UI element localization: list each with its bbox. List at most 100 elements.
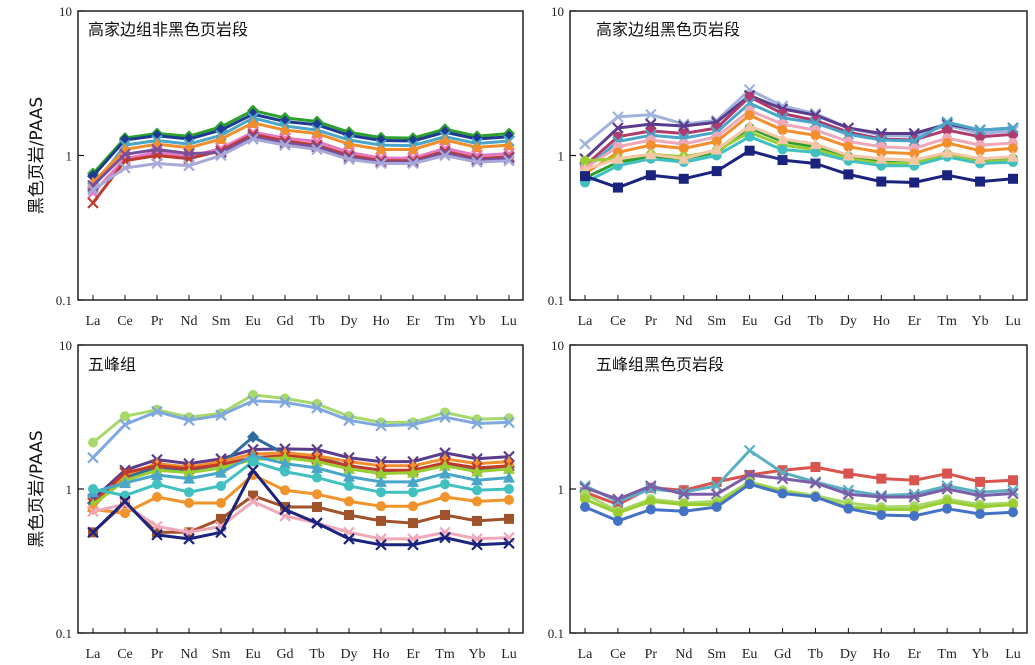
series-12	[87, 495, 515, 545]
data-point	[87, 451, 99, 464]
data-point	[407, 475, 419, 487]
data-point	[777, 125, 788, 136]
data-point	[612, 111, 624, 123]
data-point	[678, 173, 689, 184]
data-point	[280, 485, 290, 496]
x-tick-label: Eu	[245, 314, 261, 329]
data-point	[942, 468, 953, 479]
data-point	[439, 134, 451, 146]
data-point	[810, 130, 821, 141]
data-point	[375, 157, 387, 170]
data-point	[941, 146, 954, 158]
data-point	[711, 166, 722, 177]
data-point	[942, 496, 953, 507]
data-point	[119, 495, 131, 508]
x-tick-label: Er	[406, 647, 420, 662]
data-point	[503, 462, 515, 474]
data-point	[439, 459, 451, 471]
y-tick-label: 10	[59, 338, 72, 353]
data-point	[407, 143, 419, 155]
data-point	[777, 144, 788, 155]
data-point	[503, 537, 515, 550]
series-2	[87, 394, 515, 464]
data-point	[1008, 475, 1018, 486]
data-point	[842, 149, 855, 161]
data-point	[408, 487, 418, 498]
data-point	[87, 197, 99, 209]
data-point	[151, 143, 163, 156]
data-point	[678, 143, 689, 154]
data-point	[843, 141, 854, 152]
y-tick-label: 1	[66, 149, 73, 164]
data-point	[152, 491, 162, 502]
data-point	[119, 477, 131, 489]
data-point	[215, 526, 227, 539]
data-point	[407, 538, 419, 551]
data-point	[311, 455, 323, 467]
data-point	[975, 145, 986, 156]
x-tick-label: La	[86, 314, 102, 329]
data-point	[312, 501, 322, 512]
data-point	[247, 133, 259, 145]
data-point	[216, 513, 226, 524]
x-tick-label: Nd	[675, 314, 692, 329]
series-line	[91, 468, 510, 547]
data-point	[375, 419, 387, 432]
x-tick-label: Ho	[372, 314, 389, 329]
x-tick-label: Ce	[610, 647, 626, 662]
data-point	[580, 155, 590, 166]
data-point	[908, 491, 921, 503]
x-tick-label: Sm	[212, 647, 231, 662]
series-line	[91, 132, 510, 204]
data-point	[809, 477, 822, 489]
data-point	[343, 138, 355, 150]
data-point	[644, 148, 657, 160]
series-line	[584, 480, 1014, 513]
data-point	[151, 529, 163, 541]
data-point	[974, 124, 986, 136]
y-tick-label: 0.1	[56, 626, 72, 641]
data-point	[472, 485, 482, 496]
data-point	[677, 152, 690, 164]
data-point	[279, 503, 291, 516]
x-tick-label: Gd	[276, 314, 293, 329]
series-line	[584, 482, 1014, 523]
data-point	[974, 489, 986, 502]
data-point	[375, 538, 387, 551]
x-tick-label: Dy	[840, 314, 857, 329]
data-point	[579, 138, 591, 150]
data-point	[975, 176, 986, 187]
data-point	[343, 470, 355, 482]
x-tick-label: La	[86, 647, 102, 662]
panel-title: 五峰组黑色页岩段	[596, 355, 724, 374]
series-line	[584, 135, 1014, 184]
series-line	[91, 399, 510, 459]
data-point	[580, 171, 590, 182]
data-point	[810, 158, 821, 169]
data-point	[407, 466, 419, 478]
panel-title: 五峰组	[88, 355, 136, 374]
x-tick-label: La	[578, 647, 594, 662]
series-9	[88, 456, 514, 501]
data-point	[183, 147, 195, 160]
data-point	[645, 496, 656, 507]
x-tick-label: Dy	[340, 314, 357, 329]
chart-panel-3: 0.1 1 10 La Ce Pr Nd Sm Eu Gd Tb Dy Ho Er Tm Yb Lu 五峰组黑色页…	[27, 338, 524, 662]
x-tick-label: Sm	[707, 314, 726, 329]
data-point	[974, 152, 987, 164]
data-point	[311, 127, 323, 139]
data-point	[645, 170, 656, 181]
data-point	[247, 394, 259, 407]
data-point	[279, 457, 291, 469]
x-tick-label: Tb	[808, 647, 824, 662]
series-8	[87, 449, 515, 498]
data-point	[344, 496, 354, 507]
data-point	[743, 97, 756, 110]
data-point	[247, 495, 259, 508]
x-tick-label: Er	[908, 314, 922, 329]
series-line	[584, 109, 1014, 170]
data-point	[471, 538, 483, 551]
series-line	[584, 449, 1014, 503]
x-tick-label: Yb	[468, 314, 485, 329]
